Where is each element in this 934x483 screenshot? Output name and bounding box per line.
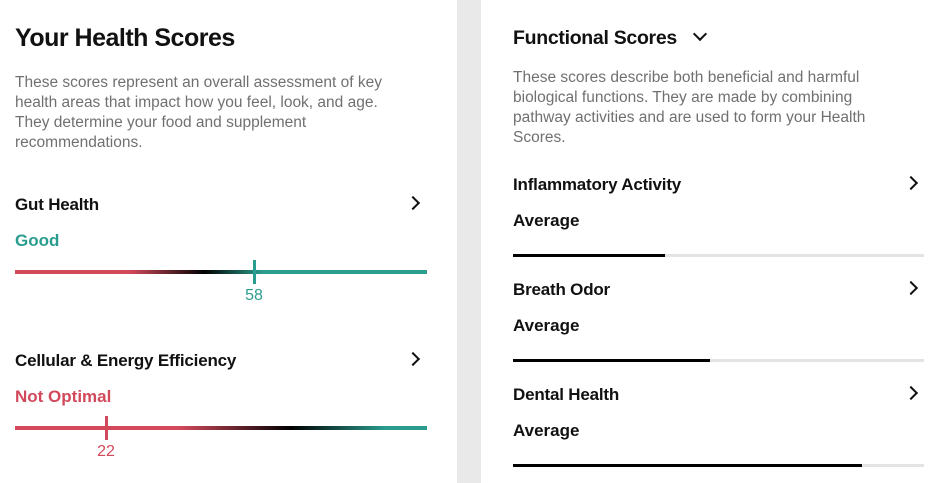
- functional-scores-panel: Functional Scores These scores describe …: [481, 0, 934, 483]
- score-gradient-bar: [15, 270, 427, 274]
- functional-scores-description: These scores describe both beneficial an…: [513, 69, 866, 146]
- chevron-right-icon[interactable]: [903, 385, 919, 401]
- score-status: Good: [15, 231, 60, 250]
- score-value: 22: [97, 443, 115, 460]
- score-gradient-bar: [15, 426, 427, 430]
- score-status: Not Optimal: [15, 387, 112, 406]
- functional-item-title: Inflammatory Activity: [513, 175, 682, 194]
- health-scores-panel: Your Health Scores These scores represen…: [0, 0, 457, 483]
- chevron-right-icon[interactable]: [405, 351, 421, 367]
- functional-item-title: Dental Health: [513, 385, 620, 404]
- functional-scores-dropdown[interactable]: Functional Scores: [513, 27, 677, 49]
- functional-item-status: Average: [513, 316, 580, 335]
- health-scores-description: These scores represent an overall assess…: [15, 74, 383, 151]
- score-marker: [253, 260, 256, 284]
- functional-item-fill: [513, 464, 862, 467]
- functional-item-track: [513, 464, 924, 467]
- functional-item-status: Average: [513, 421, 580, 440]
- functional-item-track: [513, 359, 924, 362]
- functional-item-title: Breath Odor: [513, 280, 610, 299]
- functional-item-status: Average: [513, 211, 580, 230]
- functional-item-fill: [513, 359, 710, 362]
- chevron-right-icon[interactable]: [405, 195, 421, 211]
- score-title: Cellular & Energy Efficiency: [15, 351, 237, 370]
- functional-item-fill: [513, 254, 665, 257]
- page-title: Your Health Scores: [15, 24, 235, 52]
- chevron-down-icon[interactable]: [692, 26, 708, 42]
- score-title: Gut Health: [15, 195, 99, 214]
- functional-item-track: [513, 254, 924, 257]
- score-marker: [105, 416, 108, 440]
- chevron-right-icon[interactable]: [903, 175, 919, 191]
- chevron-right-icon[interactable]: [903, 280, 919, 296]
- score-value: 58: [245, 287, 263, 304]
